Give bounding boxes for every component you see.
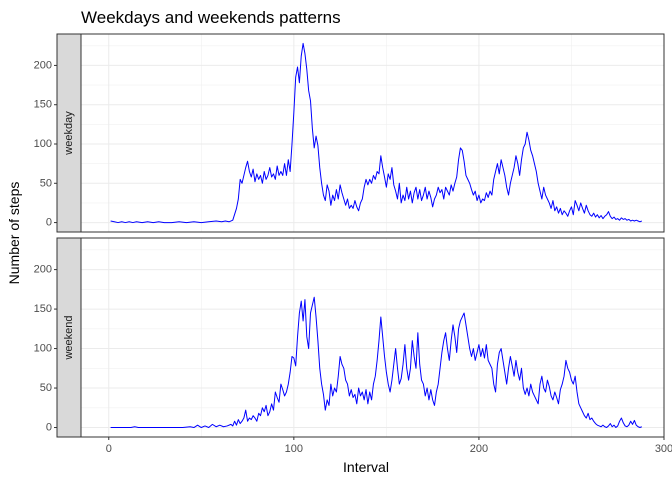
y-tick-label: 200 (34, 264, 52, 276)
y-tick-label: 100 (34, 343, 52, 355)
y-axes: 0 50 100 150 200 0 50 100 150 200 (34, 59, 57, 434)
x-tick-label: 0 (106, 443, 112, 455)
y-tick-label: 50 (40, 177, 52, 189)
panel-grid (81, 238, 664, 437)
panel-background (81, 238, 664, 437)
strip-label-weekend: weekend (63, 315, 75, 360)
y-tick-label: 150 (34, 99, 52, 111)
x-tick-label: 300 (655, 443, 672, 455)
panel-background (81, 34, 664, 232)
x-axis: 0 100 200 300 (106, 437, 672, 455)
y-axis-weekend: 0 50 100 150 200 (34, 264, 57, 434)
series-line-weekday (110, 42, 642, 224)
panel-weekday: weekday (56, 33, 665, 233)
panel-grid (81, 34, 664, 232)
y-axis-weekday: 0 50 100 150 200 (34, 59, 57, 229)
strip-weekday (56, 33, 82, 233)
y-tick-label: 0 (46, 422, 52, 434)
strip-weekend (56, 237, 82, 438)
strip-label-weekday: weekday (63, 111, 75, 156)
panel-weekend: weekend (56, 237, 665, 438)
x-tick-label: 200 (470, 443, 488, 455)
y-tick-label: 200 (34, 59, 52, 71)
chart-title: Weekdays and weekends patterns (81, 8, 341, 27)
y-tick-label: 150 (34, 303, 52, 315)
panels: weekday weekend (56, 33, 665, 438)
y-tick-label: 50 (40, 382, 52, 394)
series-line-weekend (110, 296, 642, 429)
x-tick-label: 100 (285, 443, 303, 455)
x-axis-title: Interval (343, 459, 389, 475)
y-tick-label: 100 (34, 138, 52, 150)
y-axis-title: Number of steps (6, 182, 22, 285)
y-tick-label: 0 (46, 217, 52, 229)
